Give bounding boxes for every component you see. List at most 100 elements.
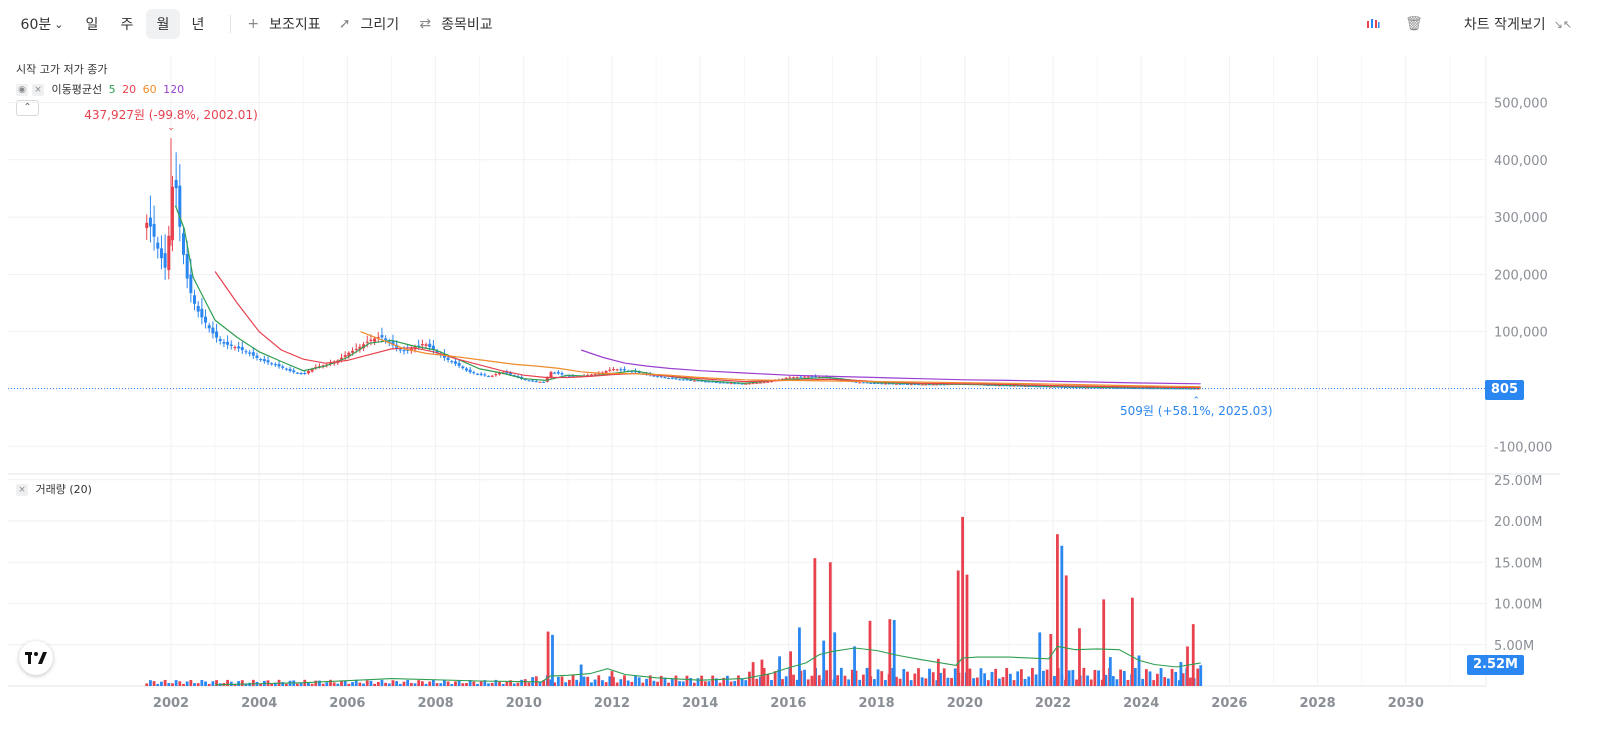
toolbar-divider (230, 15, 231, 33)
volume-bar (641, 682, 645, 686)
candle-body (876, 382, 880, 384)
y-tick-label: 500,000 (1494, 97, 1548, 112)
volume-bar (748, 671, 751, 686)
x-tick-label: 2004 (241, 696, 277, 711)
candle-style-icon[interactable] (1362, 9, 1384, 39)
candle-body (622, 369, 626, 371)
x-tick-label: 2008 (418, 696, 454, 711)
candle-body (1130, 387, 1134, 389)
candle-body (218, 339, 222, 342)
candle-body (207, 325, 211, 329)
volume-bar (215, 680, 218, 686)
volume-bar (597, 675, 601, 686)
close-icon[interactable]: × (32, 84, 44, 96)
volume-bar (656, 681, 659, 686)
small-view-button[interactable]: 차트 작게보기 ↘↖ (1450, 9, 1586, 39)
volume-bar (872, 679, 876, 686)
volume-bar (884, 680, 887, 686)
eye-icon[interactable]: ◉ (16, 84, 28, 96)
compare-button[interactable]: ⇄ 종목비교 (416, 9, 496, 39)
candle-body (222, 342, 226, 344)
candle-body (1181, 388, 1185, 390)
candle-body (170, 186, 174, 241)
volume-bar (942, 668, 946, 686)
candle-body (226, 341, 230, 345)
candle-body (685, 379, 689, 381)
period-day-button[interactable]: 일 (85, 17, 99, 33)
collapse-legend-button[interactable]: ⌃ (16, 100, 39, 116)
interval-dropdown[interactable]: 60분 ⌄ (14, 9, 70, 39)
candle-body (1166, 388, 1170, 390)
ma-5-label: 5 (108, 83, 116, 96)
volume-bar (678, 681, 682, 686)
candle-body (266, 360, 270, 363)
volume-bar (365, 680, 369, 686)
candle-body (494, 374, 498, 376)
volume-bar (273, 682, 277, 686)
period-month-button[interactable]: 월 (146, 9, 180, 39)
volume-bar (284, 683, 288, 686)
volume-bar (634, 676, 637, 686)
candle-body (270, 363, 274, 365)
candle-body (1137, 388, 1141, 390)
volume-bar (1191, 624, 1195, 686)
volume-bar (1181, 673, 1185, 686)
volume-bar (586, 676, 590, 686)
volume-bar (1008, 673, 1012, 686)
volume-bar (972, 678, 976, 686)
volume-bar (1104, 674, 1108, 686)
volume-bar (185, 681, 189, 686)
y-tick-label: 400,000 (1494, 154, 1548, 169)
volume-bar (623, 675, 626, 686)
volume-bar (854, 670, 858, 686)
volume-bar (760, 659, 764, 686)
price-volume-chart[interactable]: 2002 2004 2006 2008 2010 2012 2014 2016 2018 2020… (0, 48, 1600, 739)
indicators-button[interactable]: + 보조지표 (244, 9, 324, 39)
candle-body (479, 373, 483, 375)
candle-body (152, 223, 156, 237)
volume-bar (391, 680, 395, 686)
volume-bar (233, 683, 237, 686)
y-tick-label: 15.00M (1494, 556, 1542, 571)
volume-bar (773, 671, 777, 686)
volume-bar (244, 683, 248, 686)
volume-bar (784, 676, 788, 686)
candle-body (898, 383, 902, 385)
candle-body (1063, 386, 1067, 388)
trash-icon[interactable]: 🗑 (1405, 16, 1423, 32)
volume-bar (1196, 668, 1200, 686)
period-year-button[interactable]: 년 (191, 17, 205, 33)
volume-bar (509, 680, 512, 686)
candle-body (1115, 387, 1119, 389)
last-price-tag: 805 (1484, 380, 1524, 400)
draw-button[interactable]: ➚ 그리기 (336, 9, 402, 39)
volume-bar (909, 680, 913, 686)
volume-bar (670, 678, 674, 686)
candle-body (435, 351, 439, 353)
volume-bar (1016, 671, 1020, 686)
volume-bar (822, 640, 826, 686)
volume-bar (645, 678, 648, 686)
candle-body (373, 338, 377, 342)
toolbar: 60분 ⌄ 일 주 월 년 + 보조지표 ➚ 그리기 ⇄ 종목비교 🗑 차트 작… (0, 0, 1600, 48)
close-icon[interactable]: × (16, 484, 28, 496)
volume-bar (836, 675, 840, 686)
volume-bar (648, 675, 652, 686)
candle-body (1041, 386, 1045, 388)
candle-body (428, 343, 432, 348)
candle-body (1023, 385, 1027, 387)
volume-legend-label: 거래량 (20) (35, 483, 92, 496)
volume-bar (351, 682, 354, 686)
volume-bar (1166, 678, 1170, 686)
candle-body (913, 384, 917, 386)
candle-body (1133, 387, 1137, 389)
tradingview-logo[interactable] (19, 641, 53, 675)
volume-bar (619, 679, 623, 686)
volume-bar (384, 682, 388, 686)
volume-bar (156, 683, 160, 686)
volume-bar (703, 681, 707, 686)
candle-body (1163, 388, 1167, 390)
candle-body (931, 384, 935, 386)
volume-bar (868, 620, 872, 686)
period-week-button[interactable]: 주 (120, 17, 134, 33)
